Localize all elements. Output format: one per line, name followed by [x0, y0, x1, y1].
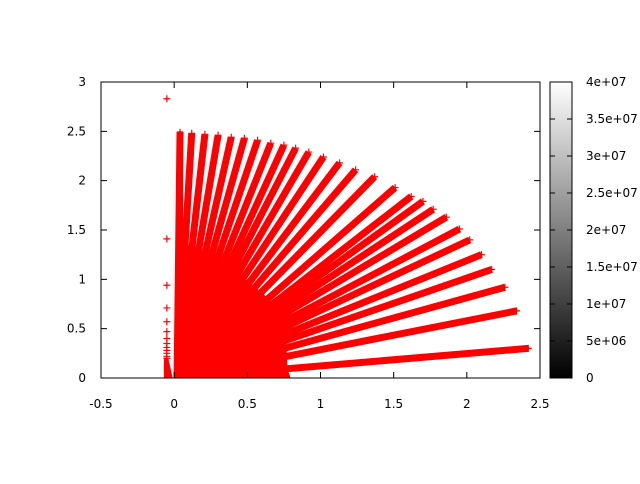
colorbar-tick-label: 4e+07 [586, 75, 626, 89]
y-tick-label: 3 [78, 75, 86, 89]
ray-end-point [352, 166, 360, 174]
x-tick-label: 2 [463, 397, 471, 411]
data-point [163, 281, 171, 289]
ray-end-point [524, 344, 532, 352]
colorbar-tick-label: 3.5e+07 [586, 112, 638, 126]
ray [176, 307, 518, 378]
colorbar-tick-label: 2e+07 [586, 223, 626, 237]
data-point [163, 354, 171, 362]
ray-end-point [456, 225, 464, 233]
ray-end-point [391, 184, 399, 192]
y-axis: 0 0.5 1 1.5 2 2.5 3 [67, 75, 540, 385]
x-tick-label: 1 [317, 397, 325, 411]
ray-end-point [429, 205, 437, 213]
ray-end-point [336, 159, 344, 167]
ray-end-point [201, 130, 209, 138]
colorbar-tick-label: 0 [586, 371, 594, 385]
ray-end-point [188, 129, 196, 137]
colorbar-tick-label: 1e+07 [586, 297, 626, 311]
data-point [163, 328, 171, 336]
ray [176, 344, 529, 378]
x-axis: -0.5 0 0.5 1 1.5 2 2.5 [89, 82, 550, 411]
y-tick-label: 1.5 [67, 223, 86, 237]
ray-end-point [319, 153, 327, 161]
y-tick-label: 2 [78, 174, 86, 188]
y-tick-label: 2.5 [67, 124, 86, 138]
ray-end-point [513, 307, 521, 315]
x-tick-label: -0.5 [89, 397, 112, 411]
y-tick-label: 0.5 [67, 322, 86, 336]
ray-end-point [214, 131, 222, 139]
ray-end-point [488, 265, 496, 273]
data-point [163, 318, 171, 326]
colorbar-axis: 0 5e+06 1e+07 1.5e+07 2e+07 2.5e+07 3e+07 3.5e+… [550, 75, 638, 385]
ray-end-point [254, 136, 262, 144]
ray-end-point [501, 283, 509, 291]
data-point [163, 235, 171, 243]
y-tick-label: 0 [78, 371, 86, 385]
ray-end-point [280, 141, 288, 149]
x-tick-label: 2.5 [530, 397, 549, 411]
colorbar-tick-label: 2.5e+07 [586, 186, 638, 200]
colorbar-tick-label: 1.5e+07 [586, 260, 638, 274]
data-layer [163, 95, 532, 378]
data-point [163, 95, 171, 103]
colorbar-tick-label: 3e+07 [586, 149, 626, 163]
ray-end-point [371, 173, 379, 181]
point-cluster [163, 358, 173, 378]
x-tick-label: 1.5 [384, 397, 403, 411]
data-point [163, 304, 171, 312]
vertical-band [177, 131, 184, 378]
ray-end-point [477, 251, 485, 259]
ray-end-point [227, 133, 235, 141]
ray-end-point [419, 197, 427, 205]
colorbar-tick-label: 5e+06 [586, 334, 626, 348]
ray-end-point [466, 236, 474, 244]
ray-end-point [305, 148, 313, 156]
x-tick-label: 0 [170, 397, 178, 411]
y-tick-label: 1 [78, 272, 86, 286]
ray-end-point [240, 134, 248, 142]
ray-end-point [267, 139, 275, 147]
ray-end-point [442, 213, 450, 221]
ray [174, 174, 378, 378]
ray-end-point [407, 192, 415, 200]
ray [176, 283, 506, 378]
ray-end-point [292, 144, 300, 152]
x-tick-label: 0.5 [238, 397, 257, 411]
